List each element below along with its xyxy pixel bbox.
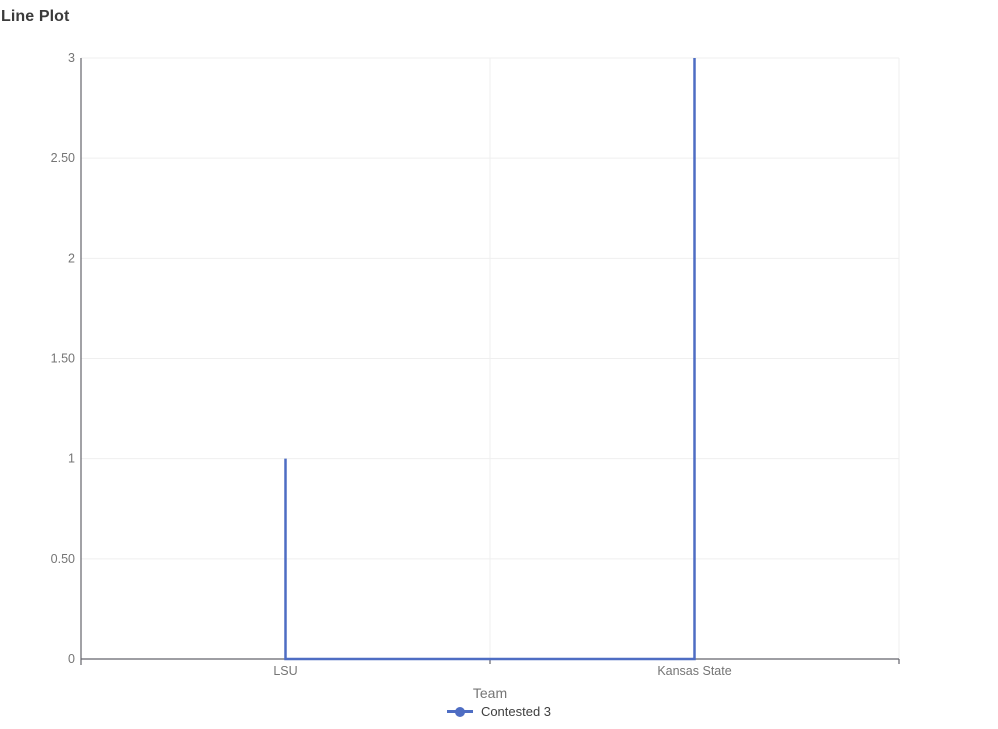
x-tick-label: LSU [273,664,297,678]
x-tick-label: Kansas State [657,664,731,678]
chart-title: Line Plot [1,8,70,25]
line-plot-canvas: 0 0.50 1 1.50 2 2.50 3 LSU Kansas State [51,51,900,678]
x-axis-title: Team [472,685,508,701]
y-tick-label: 0 [68,652,75,666]
y-tick-label: 1 [68,452,75,466]
series-line[interactable] [284,58,696,661]
y-tick-label: 0.50 [51,552,75,566]
legend-line-marker-icon[interactable] [446,706,473,717]
y-tick-label: 2.50 [51,151,75,165]
y-tick-label: 3 [68,51,75,65]
legend: Contested 3 [0,704,998,719]
y-tick-label: 1.50 [51,352,75,366]
y-tick-label: 2 [68,251,75,265]
legend-dot-icon [454,706,465,717]
legend-label[interactable]: Contested 3 [480,704,552,719]
